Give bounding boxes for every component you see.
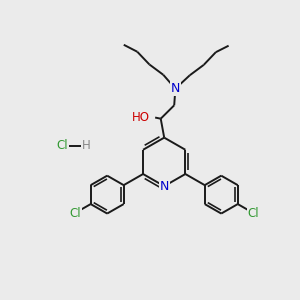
Text: H: H [82, 139, 91, 152]
Text: Cl: Cl [56, 139, 68, 152]
Text: N: N [160, 180, 169, 193]
Text: Cl: Cl [69, 207, 81, 220]
Text: Cl: Cl [248, 207, 259, 220]
Text: N: N [171, 82, 180, 95]
Text: HO: HO [132, 111, 150, 124]
